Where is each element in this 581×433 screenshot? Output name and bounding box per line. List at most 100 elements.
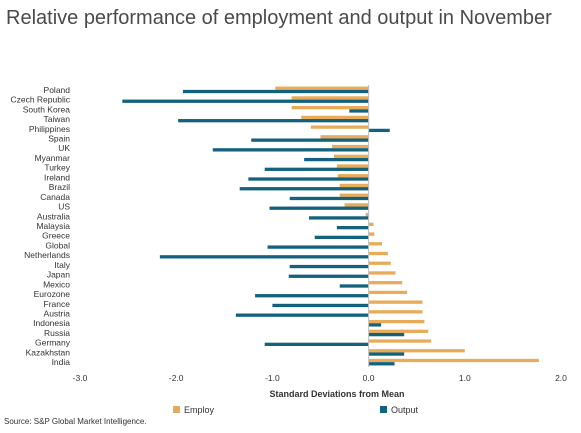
bar-output bbox=[122, 99, 369, 103]
category-label: Global bbox=[45, 240, 70, 250]
bar-employ bbox=[368, 281, 403, 285]
bar-employ bbox=[368, 339, 432, 343]
bar-output bbox=[267, 245, 369, 249]
bar-employ bbox=[275, 86, 369, 90]
category-label: Ireland bbox=[44, 172, 70, 182]
bar-output bbox=[182, 89, 369, 94]
bar-employ bbox=[332, 144, 369, 149]
category-label: UK bbox=[58, 143, 70, 153]
x-tick-label: 2.0 bbox=[555, 373, 567, 383]
category-label: Philippines bbox=[29, 124, 70, 134]
x-tick-labels-group: -3.0 -2.0 -1.0 0.0 1.0 2.0 bbox=[73, 373, 568, 383]
category-label: Turkey bbox=[44, 163, 70, 173]
bar-output bbox=[368, 323, 382, 327]
bar-employ bbox=[368, 290, 408, 295]
category-label: Eurozone bbox=[34, 289, 71, 299]
category-label: France bbox=[44, 299, 71, 309]
category-label: Myanmar bbox=[35, 153, 71, 163]
bar-output bbox=[269, 206, 369, 210]
category-label: Austria bbox=[44, 309, 71, 319]
x-tick-label: -1.0 bbox=[265, 373, 280, 383]
category-label: Germany bbox=[35, 338, 71, 348]
bar-employ bbox=[339, 193, 369, 197]
bar-employ bbox=[368, 271, 396, 275]
source-note: Source: S&P Global Market Intelligence. bbox=[4, 417, 147, 426]
bar-output bbox=[289, 264, 369, 269]
bar-employ bbox=[320, 135, 369, 139]
bar-employ bbox=[344, 203, 369, 207]
category-label: Russia bbox=[44, 328, 70, 338]
bar-output bbox=[251, 138, 369, 142]
category-label: Canada bbox=[40, 192, 70, 202]
bar-output bbox=[289, 196, 369, 201]
bar-output bbox=[314, 235, 369, 240]
bar-output bbox=[235, 313, 369, 317]
bar-employ bbox=[368, 242, 383, 246]
bar-employ bbox=[291, 106, 369, 110]
bar-employ bbox=[336, 164, 369, 168]
bar-employ bbox=[368, 329, 429, 333]
category-label: Indonesia bbox=[33, 318, 70, 328]
category-label: Spain bbox=[48, 133, 70, 143]
bar-employ bbox=[368, 261, 391, 265]
legend-label-employ: Employ bbox=[184, 405, 215, 415]
bar-employ bbox=[368, 232, 375, 236]
bar-output bbox=[159, 255, 369, 259]
bar-employ bbox=[365, 212, 369, 217]
category-label: Malaysia bbox=[36, 221, 70, 231]
bar-output bbox=[368, 352, 405, 356]
category-label: India bbox=[52, 357, 71, 367]
bar-employ bbox=[368, 251, 388, 256]
category-label: Brazil bbox=[49, 182, 70, 192]
chart-title: Relative performance of employment and o… bbox=[6, 7, 552, 29]
bar-output bbox=[264, 167, 369, 171]
category-label: Greece bbox=[42, 231, 70, 241]
category-label: Japan bbox=[47, 270, 70, 280]
x-tick-label: 1.0 bbox=[459, 373, 471, 383]
legend-swatch-employ bbox=[173, 406, 180, 413]
bar-employ bbox=[337, 174, 369, 178]
category-label: Australia bbox=[37, 211, 70, 221]
bar-output bbox=[212, 148, 369, 152]
bar-output bbox=[308, 216, 369, 220]
bar-output bbox=[248, 177, 369, 181]
category-label: Czech Republic bbox=[10, 95, 70, 105]
legend-swatch-output bbox=[380, 406, 387, 413]
bar-employ bbox=[291, 96, 369, 100]
bar-output bbox=[239, 187, 369, 191]
x-tick-label: 0.0 bbox=[363, 373, 375, 383]
category-label: South Korea bbox=[23, 104, 71, 114]
bars-group bbox=[122, 86, 539, 366]
bar-employ bbox=[368, 300, 423, 304]
x-tick-label: -2.0 bbox=[169, 373, 184, 383]
bar-employ bbox=[301, 115, 369, 120]
bar-output bbox=[349, 109, 369, 113]
bar-output bbox=[288, 274, 369, 278]
category-label: Poland bbox=[44, 85, 71, 95]
bar-output bbox=[272, 303, 369, 308]
category-label: Kazakhstan bbox=[26, 347, 71, 357]
bar-output bbox=[255, 294, 369, 298]
bar-employ bbox=[368, 319, 425, 324]
category-label: Taiwan bbox=[44, 114, 71, 124]
category-label: Netherlands bbox=[24, 250, 70, 260]
legend-label-output: Output bbox=[391, 405, 419, 415]
x-tick-label: -3.0 bbox=[73, 373, 88, 383]
bar-employ bbox=[310, 125, 369, 129]
x-axis-label: Standard Deviations from Mean bbox=[269, 389, 404, 399]
bar-employ bbox=[339, 183, 369, 188]
bar-employ bbox=[368, 358, 539, 363]
bar-output bbox=[264, 342, 369, 346]
bar-output bbox=[368, 362, 395, 366]
category-label: Italy bbox=[54, 260, 70, 270]
bar-employ bbox=[368, 222, 374, 226]
bar-output bbox=[336, 226, 369, 230]
bar-output bbox=[339, 284, 369, 288]
category-label: US bbox=[58, 202, 70, 212]
legend: Employ Output bbox=[173, 405, 419, 415]
bar-output bbox=[178, 119, 369, 123]
bar-employ bbox=[368, 310, 423, 314]
category-label: Mexico bbox=[43, 279, 70, 289]
